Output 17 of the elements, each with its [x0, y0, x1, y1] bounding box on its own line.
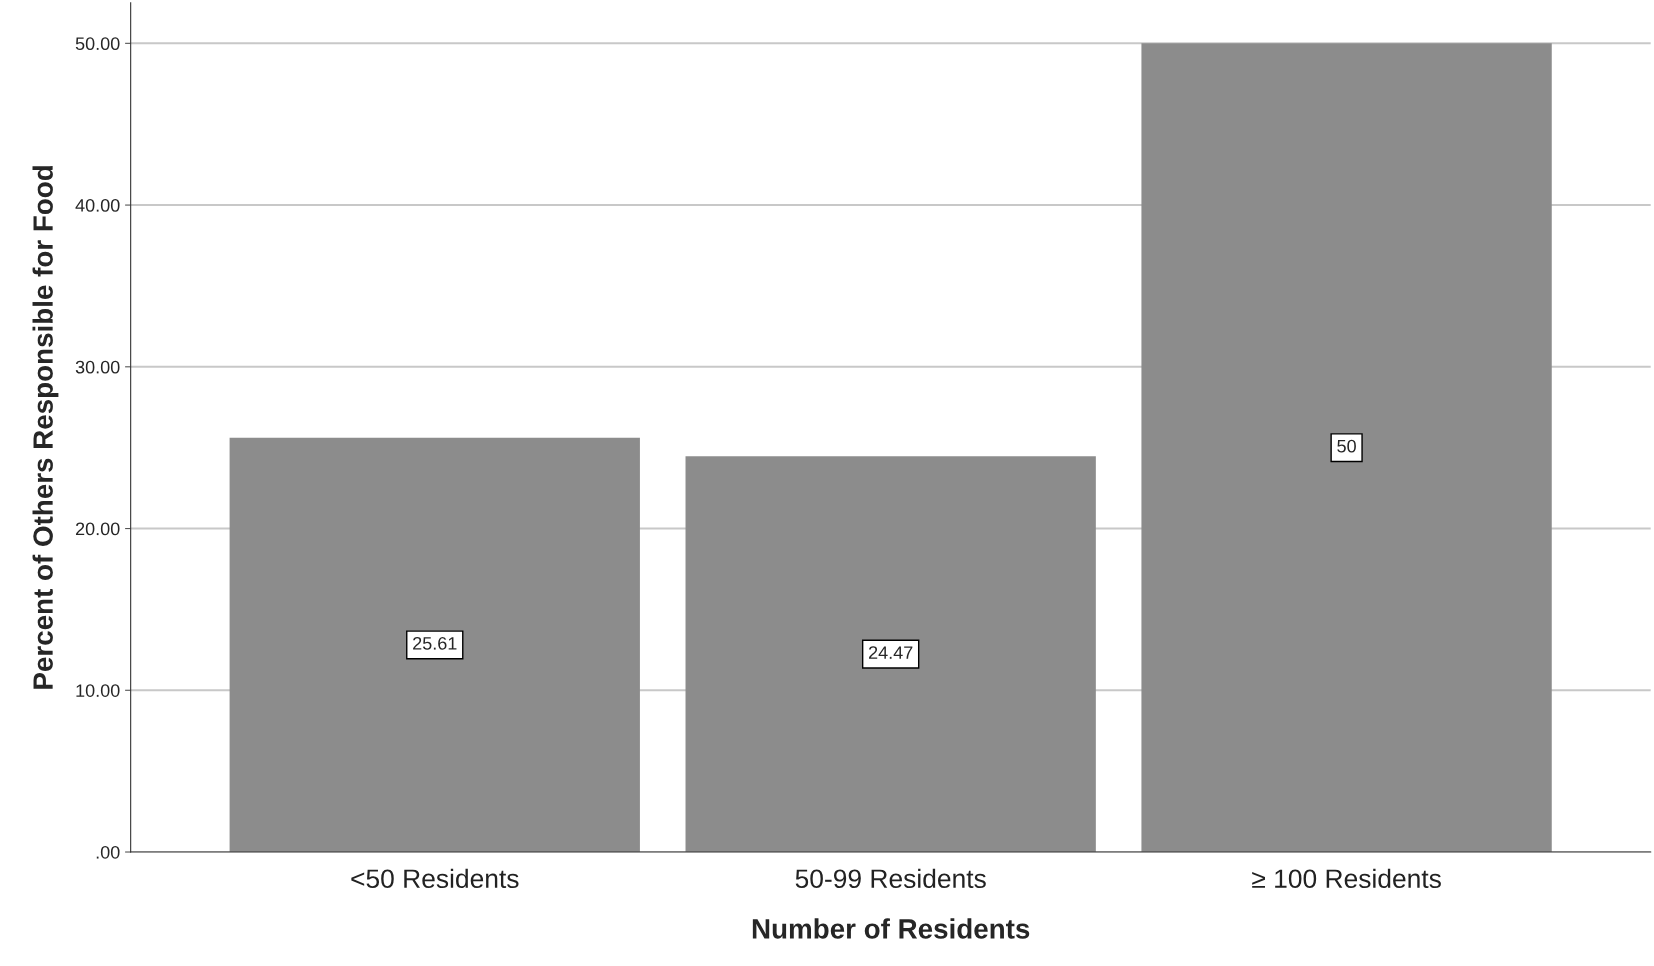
x-tick-label: ≥ 100 Residents — [1252, 868, 1441, 889]
y-tick-label: 50.00 — [75, 37, 120, 51]
data-label: 50 — [1337, 439, 1356, 453]
x-axis-title: Number of Residents — [752, 918, 1030, 939]
y-tick-label: 20.00 — [75, 522, 120, 536]
bar — [1141, 43, 1552, 853]
y-tick-label: 30.00 — [75, 360, 120, 374]
x-tick-label: 50-99 Residents — [795, 868, 986, 889]
data-label: 25.61 — [413, 636, 457, 650]
bar — [685, 456, 1096, 853]
y-tick-label: 40.00 — [75, 199, 120, 212]
x-tick-label: <50 Residents — [351, 868, 519, 889]
data-label: 24.47 — [869, 646, 913, 659]
y-tick-label: 10.00 — [76, 684, 120, 697]
bar — [229, 437, 640, 853]
y-tick-label: .00 — [96, 845, 120, 859]
y-axis-title: Percent of Others Responsible for Food — [32, 166, 59, 689]
